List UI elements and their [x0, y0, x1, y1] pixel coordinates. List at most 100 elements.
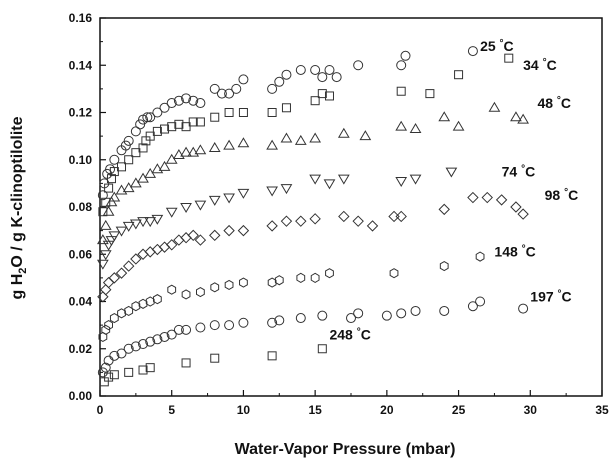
data-point [295, 64, 306, 75]
series [97, 191, 529, 303]
data-point [317, 89, 327, 99]
data-point [115, 184, 128, 195]
data-point [181, 358, 191, 368]
data-point [488, 101, 501, 112]
data-point [138, 339, 149, 350]
data-point [396, 308, 407, 319]
data-point [280, 184, 293, 195]
data-point [338, 210, 350, 223]
data-point [309, 213, 321, 225]
data-point [109, 350, 120, 361]
data-point [238, 74, 249, 85]
data-point [210, 353, 220, 363]
data-point [224, 279, 234, 291]
data-point [210, 112, 220, 122]
x-axis-label: Water-Vapor Pressure (mbar) [235, 441, 456, 458]
data-point [317, 344, 327, 354]
series [98, 251, 485, 343]
data-point [167, 122, 177, 132]
data-point [517, 208, 529, 220]
data-point [388, 210, 400, 223]
series [96, 101, 529, 245]
series-label: 48 °C [537, 95, 571, 111]
data-point [130, 126, 141, 137]
data-point [138, 365, 148, 375]
data-point [159, 331, 170, 342]
data-point [439, 260, 449, 272]
data-point [145, 296, 155, 307]
data-point [266, 139, 278, 150]
data-point [337, 174, 350, 185]
data-point [396, 60, 407, 71]
data-point [195, 98, 206, 109]
data-point [97, 190, 108, 201]
series-label: 25 °C [480, 38, 514, 54]
data-point [100, 362, 111, 373]
data-point [475, 251, 485, 262]
data-point [389, 268, 399, 279]
data-point [97, 291, 109, 303]
series-label: 98 °C [545, 187, 579, 203]
y-tick-label: 0.14 [69, 58, 93, 72]
data-point [102, 205, 115, 216]
data-point [173, 149, 185, 160]
y-tick-label: 0.04 [69, 295, 93, 309]
data-point [166, 239, 178, 251]
data-point [109, 167, 119, 177]
data-point [99, 219, 112, 230]
y-tick-label: 0.08 [69, 200, 93, 214]
data-point [353, 60, 364, 71]
data-point [353, 308, 364, 319]
data-point [104, 183, 114, 193]
series-label: 248 °C [329, 326, 370, 342]
data-point [160, 124, 170, 134]
data-point [223, 224, 235, 237]
data-point [142, 112, 153, 123]
data-point [138, 143, 148, 153]
data-point [145, 336, 156, 347]
data-point [116, 348, 127, 359]
data-point [167, 284, 177, 295]
data-point [331, 72, 342, 83]
data-point [266, 186, 278, 197]
data-point [130, 253, 142, 265]
data-point [209, 229, 221, 242]
data-point [410, 305, 421, 316]
data-point [238, 108, 248, 117]
data-point [231, 83, 242, 94]
data-point [224, 88, 235, 99]
data-point [280, 132, 293, 143]
series-label: 34 °C [523, 57, 557, 73]
data-point [323, 179, 336, 190]
data-point [187, 146, 200, 157]
data-point [181, 289, 191, 300]
data-point [467, 46, 478, 57]
data-point [152, 334, 163, 345]
data-point [208, 195, 221, 206]
x-tick-label: 35 [595, 403, 609, 417]
data-point [381, 310, 392, 321]
data-point [102, 240, 115, 251]
series [96, 167, 458, 270]
data-point [137, 217, 149, 228]
data-point [100, 283, 112, 296]
data-point [409, 123, 422, 134]
data-point [99, 250, 112, 261]
data-point [223, 139, 235, 150]
data-point [166, 98, 177, 109]
data-point [209, 320, 220, 331]
data-point [173, 95, 184, 106]
data-point [158, 160, 171, 171]
data-point [145, 131, 155, 141]
y-axis-label-sub: 2 [17, 268, 29, 274]
x-tick-label: 0 [97, 403, 104, 417]
data-point [395, 120, 408, 131]
data-point [152, 126, 162, 136]
data-point [106, 174, 116, 184]
data-point [274, 315, 285, 326]
data-point [510, 111, 522, 122]
data-point [209, 83, 220, 94]
data-point [518, 303, 529, 314]
data-point [181, 122, 191, 132]
data-point [310, 272, 320, 283]
